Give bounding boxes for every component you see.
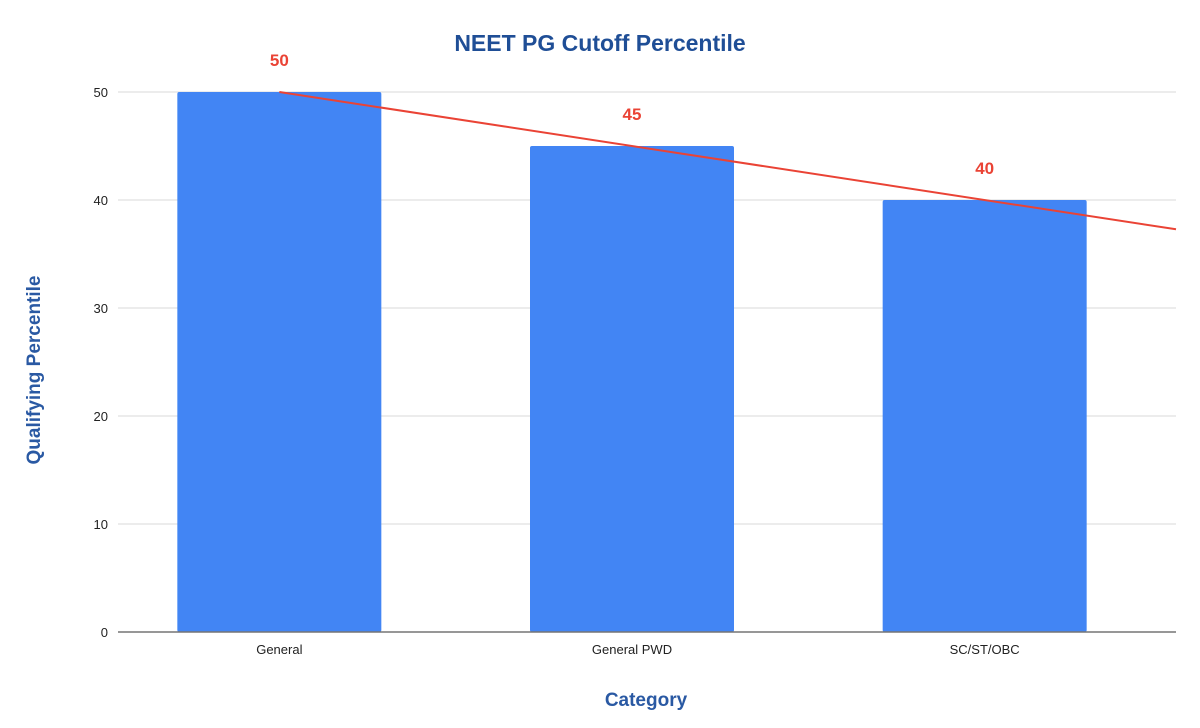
data-label: 40 [975,159,994,178]
bar-general-pwd [530,146,734,632]
y-tick-label: 10 [94,517,108,532]
y-tick-label: 50 [94,85,108,100]
y-tick-label: 30 [94,301,108,316]
trendline [279,91,1177,231]
x-axis-title: Category [604,690,688,711]
y-tick-label: 20 [94,409,108,424]
x-tick-label: General [256,642,302,657]
x-tick-label: General PWD [592,642,672,657]
y-tick-label: 40 [94,193,108,208]
bar-sc-st-obc [882,200,1087,632]
y-tick-label: 0 [101,625,108,640]
x-tick-label: SC/ST/OBC [950,642,1020,657]
chart-title: NEET PG Cutoff Percentile [454,30,746,56]
bar-general [177,92,382,632]
data-label: 45 [623,105,642,124]
data-label: 50 [270,51,289,70]
